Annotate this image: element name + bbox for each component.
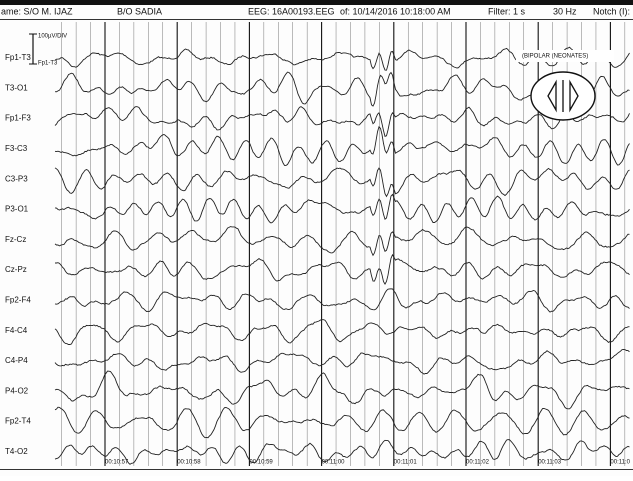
time-label: 00:11:01	[394, 460, 418, 466]
montage-label: (BIPOLAR (NEONATES)	[522, 54, 588, 60]
channel-label: T4-O2	[5, 447, 28, 456]
channel-label: Fp1-F3	[5, 114, 31, 123]
time-label: 00:11:02	[466, 460, 490, 466]
channel-label: Fp1-T3	[5, 53, 31, 62]
channel-label: C3-P3	[5, 174, 28, 183]
time-label: 00:10:58	[177, 460, 201, 466]
channel-label: P3-O1	[5, 205, 29, 214]
time-label: 00:10:57	[105, 460, 129, 466]
channel-label: Fp2-F4	[5, 296, 31, 305]
time-label: 00:11:00	[322, 460, 346, 466]
channel-label: Fz-Cz	[5, 235, 26, 244]
date: of: 10/14/2016 10:18:00 AM	[340, 6, 451, 16]
scale-channel: Fp1-T3	[38, 61, 58, 67]
channel-label: C4-P4	[5, 356, 28, 365]
file: EEG: 16A00193.EEG	[248, 6, 335, 16]
time-label: 00:11:03	[538, 460, 562, 466]
patient: ame: S/O M. IJAZ	[1, 6, 73, 16]
channel-label: Fp2-T4	[5, 417, 31, 426]
channel-label: F4-C4	[5, 326, 28, 335]
channel-label: Cz-Pz	[5, 265, 27, 274]
notch: Notch (I): 1	[593, 6, 633, 16]
time-label: 00:11:0	[610, 460, 630, 466]
filter: Filter: 1 s	[488, 6, 526, 16]
mother: B/O SADIA	[117, 6, 162, 16]
channel-label: P4-O2	[5, 386, 29, 395]
channel-label: F3-C3	[5, 144, 28, 153]
scale-label: 100µV/DIV	[38, 34, 67, 40]
header-rule	[0, 19, 633, 20]
high-cut: 30 Hz	[553, 6, 577, 16]
top-bar	[0, 0, 633, 5]
footer-rule	[0, 469, 633, 470]
page: {"header": {"patient": "ame: S/O M. IJAZ…	[0, 0, 633, 476]
eeg-sheet: 00:10:5700:10:5800:10:5900:11:0000:11:01…	[0, 0, 633, 476]
channel-label: T3-O1	[5, 83, 28, 92]
